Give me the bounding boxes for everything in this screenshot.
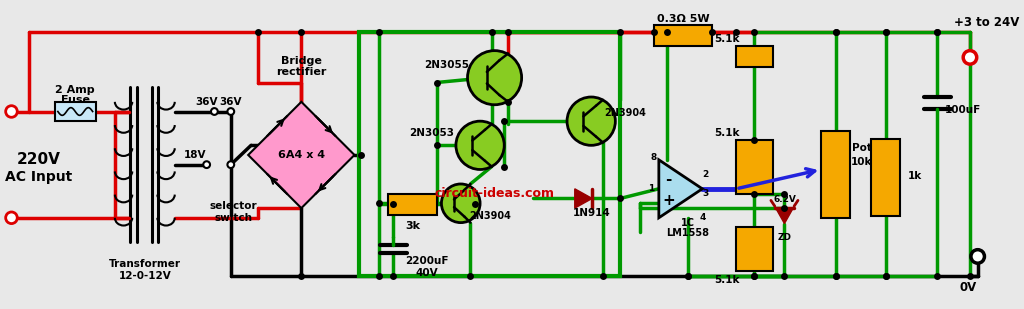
- Text: 5.1k: 5.1k: [714, 34, 739, 44]
- Bar: [55, 102, 95, 121]
- Text: switch: switch: [215, 213, 253, 223]
- Bar: [871, 138, 900, 216]
- Text: 2N3904: 2N3904: [604, 108, 646, 118]
- Text: 36V: 36V: [196, 97, 218, 107]
- Text: 5.1k: 5.1k: [714, 275, 739, 285]
- Text: 2 Amp: 2 Amp: [55, 85, 95, 95]
- Text: 2200uF: 2200uF: [406, 256, 449, 266]
- Polygon shape: [776, 208, 794, 224]
- Text: LM1558: LM1558: [667, 228, 710, 238]
- Text: 8: 8: [651, 153, 657, 163]
- Text: rectifier: rectifier: [276, 67, 327, 77]
- Text: 2N3904: 2N3904: [469, 211, 511, 221]
- Text: 2: 2: [702, 170, 709, 179]
- Circle shape: [567, 97, 615, 145]
- Text: 1N914: 1N914: [572, 208, 610, 218]
- Bar: [654, 24, 712, 46]
- Text: 10k: 10k: [851, 157, 872, 167]
- Text: 100uF: 100uF: [945, 104, 981, 115]
- Text: Pot: Pot: [852, 143, 871, 153]
- Text: 36V: 36V: [219, 97, 242, 107]
- Circle shape: [6, 106, 17, 117]
- Text: selector: selector: [210, 201, 257, 211]
- Text: 5.1k: 5.1k: [714, 128, 739, 138]
- Text: 0V: 0V: [959, 281, 977, 294]
- Circle shape: [964, 51, 977, 64]
- Text: 1C: 1C: [681, 218, 695, 228]
- Text: +: +: [663, 193, 675, 208]
- Text: 3k: 3k: [404, 221, 420, 231]
- Polygon shape: [658, 160, 702, 218]
- Circle shape: [456, 121, 504, 169]
- Circle shape: [227, 161, 234, 168]
- Text: ZD: ZD: [777, 233, 792, 242]
- Text: 0.3Ω 5W: 0.3Ω 5W: [656, 14, 710, 24]
- Bar: [736, 227, 773, 271]
- Bar: [359, 32, 621, 276]
- Text: 2N3055: 2N3055: [424, 60, 469, 70]
- Text: Fuse: Fuse: [60, 95, 90, 105]
- Circle shape: [468, 51, 521, 105]
- Text: circuit-ideas.com: circuit-ideas.com: [434, 187, 555, 200]
- Text: 220V: 220V: [16, 152, 60, 167]
- Circle shape: [441, 184, 480, 222]
- Text: 12-0-12V: 12-0-12V: [119, 271, 171, 281]
- Text: 6A4 x 4: 6A4 x 4: [278, 150, 325, 160]
- Text: 3: 3: [702, 189, 709, 198]
- Circle shape: [211, 108, 218, 115]
- Bar: [736, 141, 773, 194]
- Text: AC Input: AC Input: [5, 170, 72, 184]
- Text: -: -: [666, 171, 672, 187]
- Text: 4: 4: [699, 213, 706, 222]
- Polygon shape: [574, 189, 592, 208]
- Text: Bridge: Bridge: [281, 56, 322, 66]
- Text: 6.2V: 6.2V: [773, 195, 796, 204]
- Circle shape: [203, 161, 210, 168]
- Circle shape: [227, 108, 234, 115]
- Text: 18V: 18V: [183, 150, 206, 160]
- Bar: [388, 194, 436, 215]
- Text: 40V: 40V: [416, 268, 438, 278]
- Text: Transformer: Transformer: [109, 259, 181, 269]
- Circle shape: [971, 250, 984, 263]
- Text: +3 to 24V: +3 to 24V: [953, 16, 1019, 29]
- Text: 2N3053: 2N3053: [410, 128, 455, 138]
- Text: 1k: 1k: [907, 171, 922, 181]
- Bar: [736, 46, 773, 67]
- Polygon shape: [248, 102, 354, 208]
- Bar: [821, 131, 850, 218]
- Text: 1: 1: [648, 184, 654, 193]
- Circle shape: [6, 212, 17, 224]
